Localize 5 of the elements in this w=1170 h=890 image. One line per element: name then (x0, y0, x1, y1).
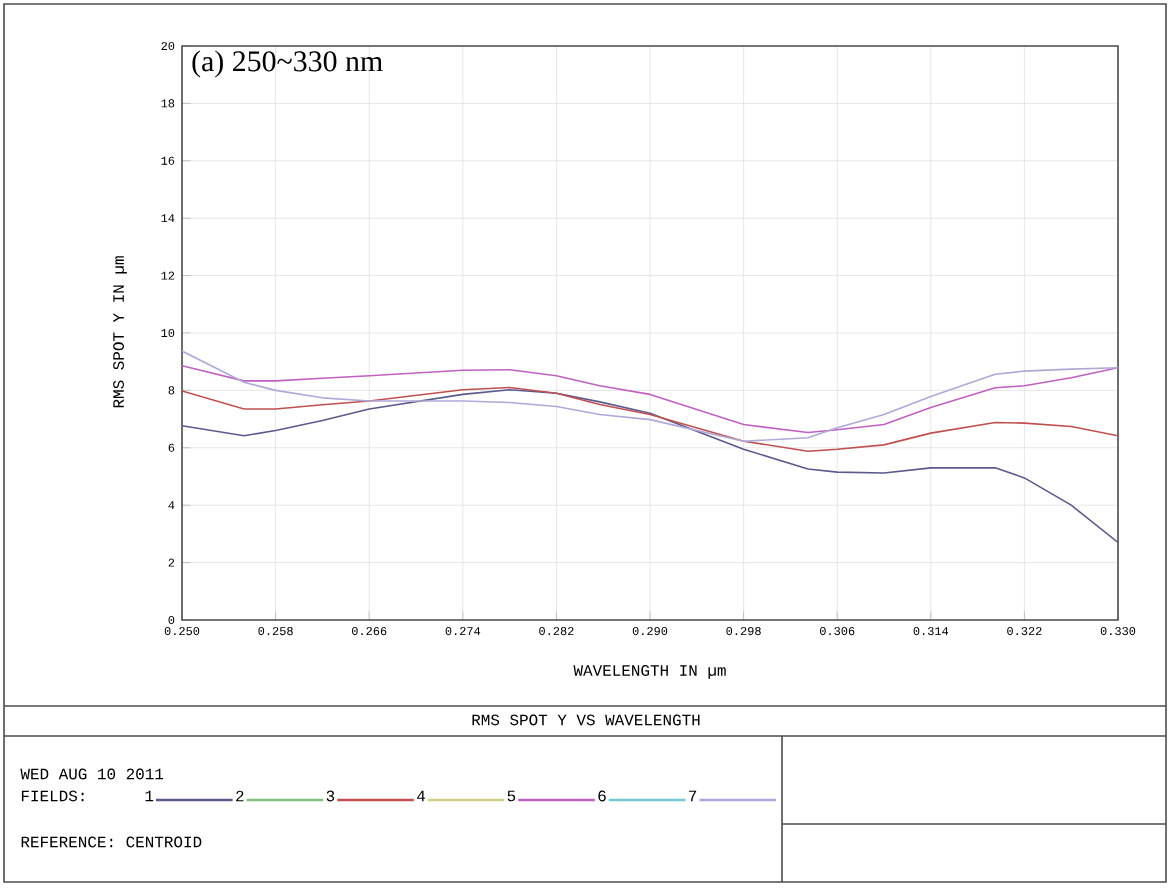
line-series (182, 389, 1119, 544)
annotation: (a) 250~330 nm (192, 50, 383, 78)
line-series (182, 364, 1119, 434)
line-series (182, 386, 1119, 453)
line-series (182, 350, 1119, 442)
